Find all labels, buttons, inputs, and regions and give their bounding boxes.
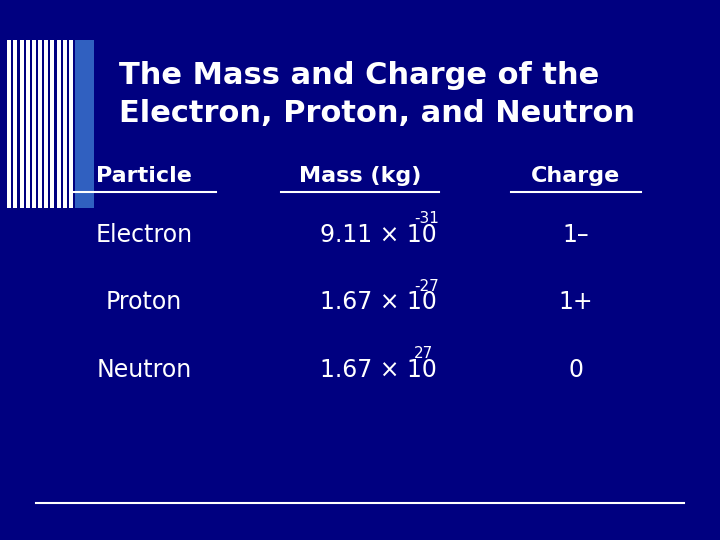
Bar [7, 40, 12, 208]
Text: 1+: 1+ [559, 291, 593, 314]
Text: Particle: Particle [96, 165, 192, 186]
Text: Electron, Proton, and Neutron: Electron, Proton, and Neutron [119, 99, 635, 128]
Text: 27: 27 [414, 346, 433, 361]
Bar [57, 40, 60, 208]
Text: Neutron: Neutron [96, 358, 192, 382]
Text: 1–: 1– [563, 223, 589, 247]
Bar [75, 40, 94, 208]
Bar [38, 40, 42, 208]
Bar [14, 40, 17, 208]
Text: 0: 0 [569, 358, 583, 382]
Bar [50, 40, 55, 208]
Bar [63, 40, 67, 208]
Bar [69, 40, 73, 208]
Bar [26, 40, 30, 208]
Bar [19, 40, 24, 208]
Text: 1.67 × 10: 1.67 × 10 [320, 291, 437, 314]
Bar [44, 40, 48, 208]
Text: Charge: Charge [531, 165, 621, 186]
Text: -31: -31 [414, 211, 439, 226]
Text: The Mass and Charge of the: The Mass and Charge of the [119, 61, 599, 90]
Text: Proton: Proton [106, 291, 182, 314]
Text: -27: -27 [414, 279, 438, 294]
Text: 9.11 × 10: 9.11 × 10 [320, 223, 437, 247]
Text: Electron: Electron [96, 223, 192, 247]
Text: 1.67 × 10: 1.67 × 10 [320, 358, 437, 382]
Text: Mass (kg): Mass (kg) [299, 165, 421, 186]
Bar [32, 40, 36, 208]
